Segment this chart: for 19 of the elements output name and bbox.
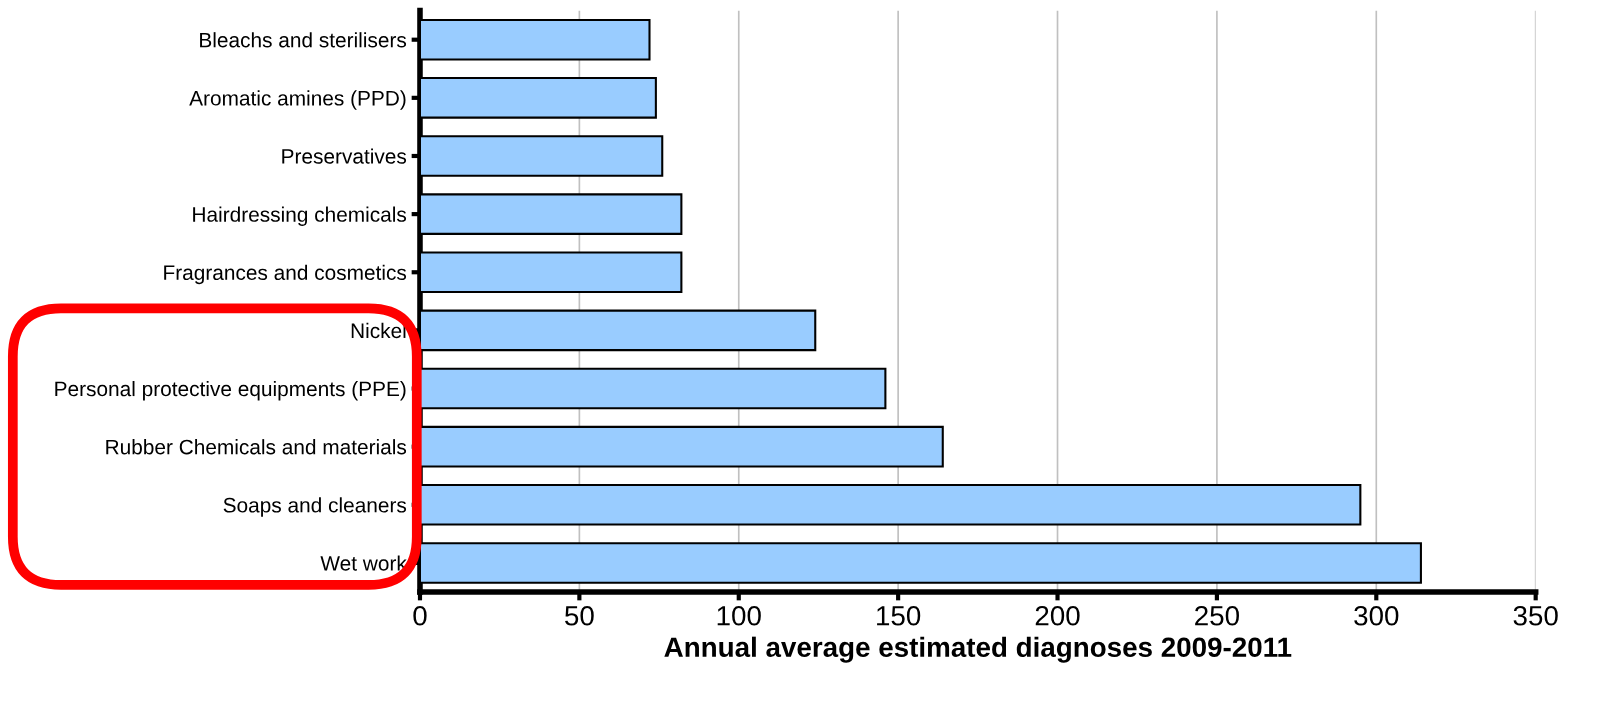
y-tick-label: Soaps and cleaners	[223, 497, 407, 517]
x-tick-label: 100	[717, 605, 761, 626]
x-tick-label: 150	[877, 605, 921, 626]
y-tick-label: Rubber Chemicals and materials	[106, 439, 407, 455]
x-axis-title: Annual average estimated diagnoses 2009-2011	[664, 636, 1292, 663]
y-tick-label: Bleachs and sterilisers	[200, 32, 407, 48]
y-tick-label: Hairdressing chemicals	[193, 206, 407, 226]
x-tick-label: 250	[1195, 605, 1239, 626]
x-tick-label: 200	[1035, 605, 1080, 626]
x-tick-label: 350	[1513, 605, 1558, 626]
x-tick-label: 300	[1354, 605, 1399, 626]
y-tick-label: Wet work	[320, 555, 407, 571]
x-tick-label: 0	[413, 605, 427, 626]
y-tick-label: Nickel	[351, 322, 406, 339]
y-tick-label: Preservatives	[282, 148, 407, 164]
y-tick-label: Personal protective equipments (PPE)	[55, 380, 406, 401]
y-tick-label: Fragrances and cosmetics	[164, 264, 407, 285]
y-tick-label: Aromatic amines (PPD)	[189, 90, 406, 110]
x-tick-label: 50	[565, 605, 594, 626]
